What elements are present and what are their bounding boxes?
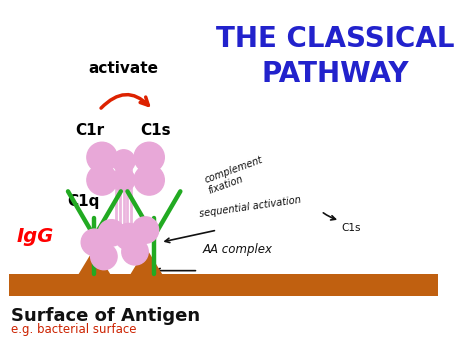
FancyArrowPatch shape	[165, 231, 214, 243]
Circle shape	[91, 243, 117, 270]
Text: IgG: IgG	[17, 227, 54, 246]
Bar	[9, 274, 438, 296]
Text: e.g. bacterial surface: e.g. bacterial surface	[11, 322, 137, 336]
Text: C1q: C1q	[67, 194, 99, 209]
Text: C1s: C1s	[140, 124, 171, 138]
Circle shape	[122, 238, 148, 265]
Text: PATHWAY: PATHWAY	[261, 60, 409, 88]
FancyArrowPatch shape	[323, 213, 336, 220]
Circle shape	[81, 229, 108, 256]
FancyArrowPatch shape	[156, 268, 195, 273]
Polygon shape	[78, 248, 110, 274]
Polygon shape	[130, 248, 163, 274]
Text: C1r: C1r	[75, 124, 104, 138]
Circle shape	[134, 165, 164, 195]
Circle shape	[115, 224, 142, 250]
Text: Surface of Antigen: Surface of Antigen	[11, 307, 201, 325]
Text: AA complex: AA complex	[203, 243, 273, 256]
Circle shape	[98, 220, 125, 246]
Text: complement
fixation: complement fixation	[203, 155, 268, 196]
Text: C1s: C1s	[342, 224, 361, 234]
Circle shape	[87, 142, 117, 172]
Circle shape	[87, 165, 117, 195]
Text: activate: activate	[89, 61, 159, 76]
FancyArrowPatch shape	[101, 94, 148, 108]
Circle shape	[134, 142, 164, 172]
Text: THE CLASSICAL: THE CLASSICAL	[216, 25, 455, 53]
Circle shape	[112, 169, 135, 191]
Text: sequential activation: sequential activation	[198, 194, 301, 219]
Circle shape	[132, 217, 159, 243]
Circle shape	[112, 150, 135, 172]
